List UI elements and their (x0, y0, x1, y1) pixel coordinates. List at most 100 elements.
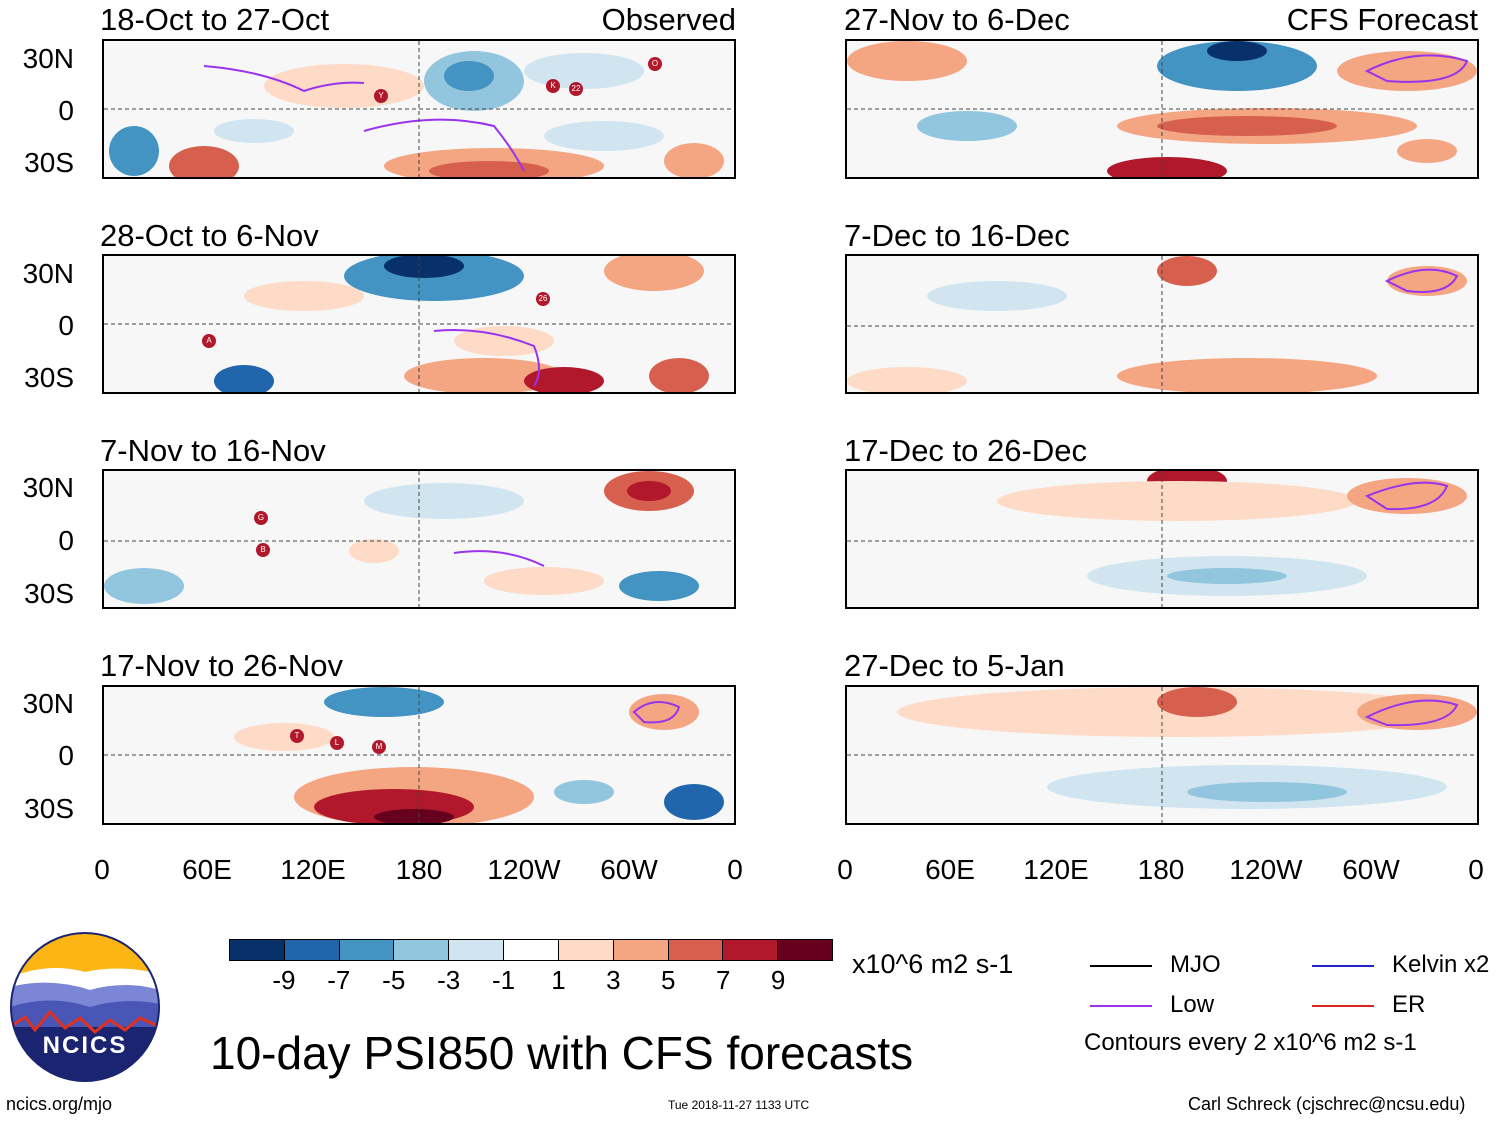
panel-title: 28-Oct to 6-Nov (100, 218, 319, 253)
colorbar-cell (283, 940, 339, 960)
colorbar-tick-label: 5 (661, 965, 676, 995)
lat-label: 30N (22, 258, 74, 289)
lon-label: 120W (487, 854, 561, 885)
storm-marker: O (648, 57, 662, 71)
psi850-field (104, 687, 734, 823)
panel-title: 7-Dec to 16-Dec (844, 218, 1070, 253)
lon-label: 180 (395, 854, 443, 885)
colorbar-cell (393, 940, 449, 960)
ncics-logo: NCICS (10, 932, 160, 1082)
lon-label: 60E (925, 854, 975, 885)
storm-marker: K (546, 79, 560, 93)
map-panel (845, 39, 1479, 179)
colorbar-cell (777, 940, 832, 960)
colorbar-tick-label: -3 (437, 965, 461, 995)
lat-label: 30S (24, 793, 74, 824)
lat-label: 0 (58, 740, 74, 771)
legend-contours-note: Contours every 2 x10^6 m2 s-1 (1084, 1029, 1417, 1056)
storm-marker: B (256, 543, 270, 557)
map-panel: Y K 22 O (102, 39, 736, 179)
storm-marker: L (330, 736, 344, 750)
psi850-field (104, 41, 734, 177)
lon-label: 60W (1342, 854, 1400, 885)
colorbar-tick-label: 3 (606, 965, 621, 995)
lat-label: 0 (58, 95, 74, 126)
colorbar-cell (503, 940, 558, 960)
psi850-field (104, 256, 734, 392)
storm-marker: A (202, 334, 216, 348)
map-panel: G B (102, 469, 736, 609)
storm-marker: T (290, 729, 304, 743)
colorbar-tick-label: -1 (491, 965, 516, 995)
legend-low-line (1090, 1005, 1152, 1007)
psi850-field (104, 471, 734, 607)
storm-marker: 26 (536, 292, 550, 306)
legend-er-line (1312, 1005, 1374, 1007)
storm-marker: Y (374, 89, 388, 103)
map-panel: T L M (102, 685, 736, 825)
colorbar-tick-label: 7 (715, 965, 731, 995)
storm-marker: G (254, 511, 268, 525)
panel-label-forecast: CFS Forecast (1286, 2, 1478, 37)
colorbar-tick-label: -7 (327, 965, 351, 995)
legend-mjo-line (1090, 965, 1152, 967)
lat-label: 30S (24, 362, 74, 393)
lat-label: 30S (24, 147, 74, 178)
lat-label: 30N (22, 472, 74, 503)
lon-label: 180 (1137, 854, 1185, 885)
panel-label-observed: Observed (601, 2, 736, 37)
map-panel (845, 469, 1479, 609)
lat-label: 30N (22, 43, 74, 74)
psi850-field (847, 471, 1477, 607)
colorbar-tick-label: 9 (770, 965, 786, 995)
colorbar-cell (612, 940, 668, 960)
colorbar-tick-label: -5 (382, 965, 406, 995)
legend-mjo-label: MJO (1170, 951, 1221, 978)
footer-url[interactable]: ncics.org/mjo (6, 1094, 113, 1114)
panel-title: 18-Oct to 27-Oct (100, 2, 330, 37)
lon-label: 120W (1229, 854, 1303, 885)
map-panel (845, 254, 1479, 394)
panel-title: 27-Nov to 6-Dec (844, 2, 1070, 37)
footer-credit: Carl Schreck (cjschrec@ncsu.edu) (1188, 1094, 1466, 1114)
panel-title: 7-Nov to 16-Nov (100, 433, 326, 468)
colorbar-box (229, 939, 833, 961)
colorbar-cell (230, 940, 284, 960)
storm-marker: 22 (569, 82, 583, 96)
lon-label: 60W (600, 854, 658, 885)
psi850-field (847, 687, 1477, 823)
colorbar-tick-label: -9 (272, 965, 296, 995)
footer-timestamp: Tue 2018-11-27 1133 UTC (668, 1098, 810, 1112)
colorbar-cell (338, 940, 394, 960)
lon-label: 0 (727, 854, 743, 885)
map-panel (845, 685, 1479, 825)
colorbar-cell (722, 940, 778, 960)
panel-title: 17-Dec to 26-Dec (844, 433, 1087, 468)
psi850-field (847, 41, 1477, 177)
lon-label: 120E (1023, 854, 1089, 885)
panel-title: 27-Dec to 5-Jan (844, 648, 1065, 683)
lat-label: 0 (58, 525, 74, 556)
lon-label: 60E (182, 854, 232, 885)
logo-text: NCICS (42, 1032, 128, 1059)
storm-marker: M (372, 740, 386, 754)
legend-low-label: Low (1170, 991, 1215, 1018)
colorbar-cell (448, 940, 504, 960)
legend-er-label: ER (1392, 991, 1426, 1018)
lon-label: 0 (1468, 854, 1484, 885)
colorbar-cell (667, 940, 723, 960)
main-title: 10-day PSI850 with CFS forecasts (210, 1027, 914, 1079)
colorbar-tick-label: 1 (551, 965, 566, 995)
lon-label: 0 (837, 854, 853, 885)
lon-label: 120E (280, 854, 346, 885)
colorbar-cell (557, 940, 613, 960)
legend-kelvin-label: Kelvin x2 (1392, 951, 1490, 978)
lat-label: 30N (22, 688, 74, 719)
map-panel: 26 A (102, 254, 736, 394)
psi850-field (847, 256, 1477, 392)
legend-kelvin-line (1312, 965, 1374, 967)
lon-label: 0 (94, 854, 110, 885)
panel-title: 17-Nov to 26-Nov (100, 648, 343, 683)
lat-label: 30S (24, 578, 74, 609)
colorbar-units: x10^6 m2 s-1 (852, 949, 1014, 979)
